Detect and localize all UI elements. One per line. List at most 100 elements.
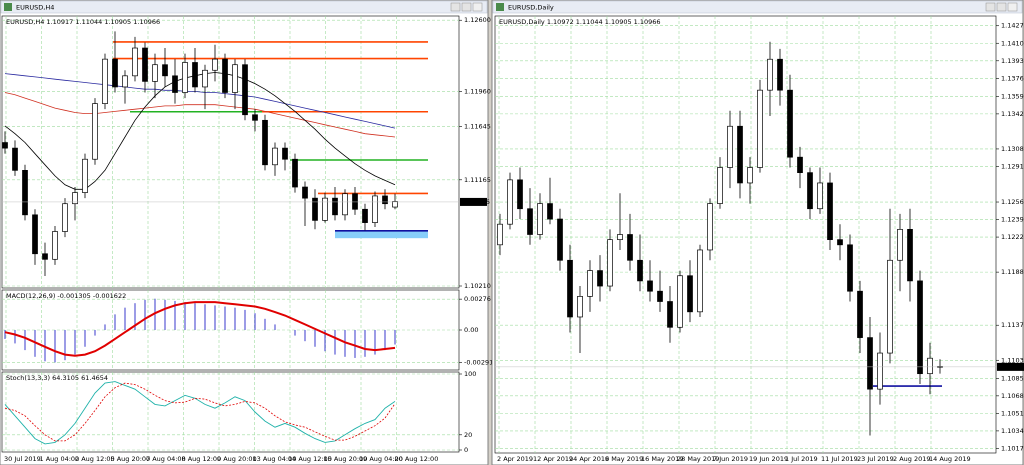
price-tick-label: 1.13080 <box>1001 145 1024 153</box>
candle-body <box>122 75 128 88</box>
candle-body <box>282 147 288 160</box>
candle-body <box>242 64 248 116</box>
window-title: EURUSD,H4 <box>16 4 54 12</box>
price-tick-label: 1.11165 <box>464 176 491 184</box>
candle-body <box>202 69 208 88</box>
close-button[interactable] <box>1007 2 1018 12</box>
candle-body <box>927 357 933 375</box>
restore-button[interactable] <box>461 2 472 12</box>
date-label: 14 Aug 2019 <box>929 455 971 463</box>
price-tick-label: 1.10685 <box>1001 392 1024 400</box>
date-label: 19 Aug 04:00 <box>359 455 403 463</box>
price-tick-label: 1.10175 <box>1001 444 1024 452</box>
date-label: 2 Aug 12:00 <box>75 455 115 463</box>
price-tick-label: 1.13935 <box>1001 57 1024 65</box>
candle-body <box>52 231 58 260</box>
date-label: 7 Aug 04:00 <box>146 455 186 463</box>
chart-info: EURUSD,Daily 1.10972 1.11044 1.10905 1.1… <box>499 18 661 26</box>
date-label: 8 Aug 12:00 <box>182 455 222 463</box>
price-tick-label: 1.11370 <box>1001 321 1024 329</box>
title-bar <box>0 0 488 14</box>
candle-body <box>827 182 833 241</box>
restore-button[interactable] <box>996 2 1007 12</box>
pane <box>1 371 460 453</box>
candle-body <box>92 103 98 160</box>
candle-body <box>102 58 108 104</box>
price-tick-label: 1.11960 <box>464 87 491 95</box>
candle-body <box>152 64 158 82</box>
candle-body <box>887 259 893 354</box>
price-tick-label: 0 <box>464 446 468 454</box>
close-button[interactable] <box>472 2 483 12</box>
date-label: 6 May 2019 <box>605 455 643 463</box>
candle-body <box>727 125 733 168</box>
current-price-label: 1.10966 <box>463 198 490 206</box>
candle-body <box>557 218 563 261</box>
candle-body <box>777 58 783 91</box>
price-tick-label: 1.10345 <box>1001 427 1024 435</box>
window-title: EURUSD,Daily <box>508 4 554 12</box>
price-tick-label: 1.13590 <box>1001 92 1024 100</box>
chart-info: EURUSD,H4 1.10917 1.11044 1.10905 1.1096… <box>6 18 160 26</box>
date-label: 23 Jul 2019 <box>857 455 894 463</box>
date-label: 24 Apr 2019 <box>569 455 609 463</box>
price-tick-label: -0.002913 <box>464 359 497 367</box>
candle-body <box>2 142 8 149</box>
candle-body <box>132 47 138 77</box>
candle-body <box>807 172 813 210</box>
candle-body <box>302 186 308 199</box>
minimize-button[interactable] <box>985 2 996 12</box>
date-label: 19 Jun 2019 <box>749 455 788 463</box>
price-tick-label: 1.12225 <box>1001 233 1024 241</box>
date-label: 28 May 2019 <box>677 455 719 463</box>
date-label: 12 Apr 2019 <box>533 455 573 463</box>
candle-body <box>537 203 543 235</box>
candle-body <box>657 290 663 302</box>
candle-body <box>212 58 218 71</box>
candle-body <box>767 58 773 91</box>
candle-body <box>597 270 603 287</box>
candle-body <box>112 58 118 88</box>
candle-body <box>877 352 883 390</box>
candle-body <box>587 270 593 297</box>
price-tick-label: 1.11030 <box>1001 356 1024 364</box>
macd-info: MACD(12,26,9) -0.001305 -0.001622 <box>6 292 126 300</box>
candle-body <box>192 62 198 88</box>
price-tick-label: 1.12565 <box>1001 198 1024 206</box>
pane <box>494 15 997 454</box>
date-label: 16 May 2019 <box>641 455 683 463</box>
candle-body <box>252 114 258 121</box>
candle-body <box>372 195 378 223</box>
price-tick-label: 0.00 <box>464 326 478 334</box>
candle-body <box>507 179 513 225</box>
candle-body <box>617 234 623 241</box>
candle-body <box>677 275 683 328</box>
candle-body <box>322 197 328 221</box>
candle-body <box>697 249 703 313</box>
price-tick-label: 1.13420 <box>1001 110 1024 118</box>
price-tick-label: 0.00276 <box>464 295 491 303</box>
candle-body <box>897 228 903 261</box>
window-icon <box>496 3 504 11</box>
candle-body <box>22 169 28 216</box>
moving-average <box>4 92 396 138</box>
current-price-box <box>997 362 1024 371</box>
candle-body <box>62 203 68 232</box>
candle-body <box>232 64 238 93</box>
candle-body <box>82 158 88 193</box>
price-tick-label: 100 <box>464 370 476 378</box>
candle-body <box>687 275 693 313</box>
candle-body <box>667 301 673 328</box>
candle-body <box>527 208 533 235</box>
candle-body <box>162 64 168 77</box>
date-label: 14 Aug 12:00 <box>288 455 332 463</box>
candle-body <box>607 239 613 287</box>
price-tick-label: 1.10515 <box>1001 409 1024 417</box>
candle-body <box>172 75 178 93</box>
current-price-box <box>460 197 487 206</box>
candle-body <box>567 259 573 318</box>
minimize-button[interactable] <box>450 2 461 12</box>
candle-body <box>757 89 763 168</box>
zone <box>335 230 428 239</box>
